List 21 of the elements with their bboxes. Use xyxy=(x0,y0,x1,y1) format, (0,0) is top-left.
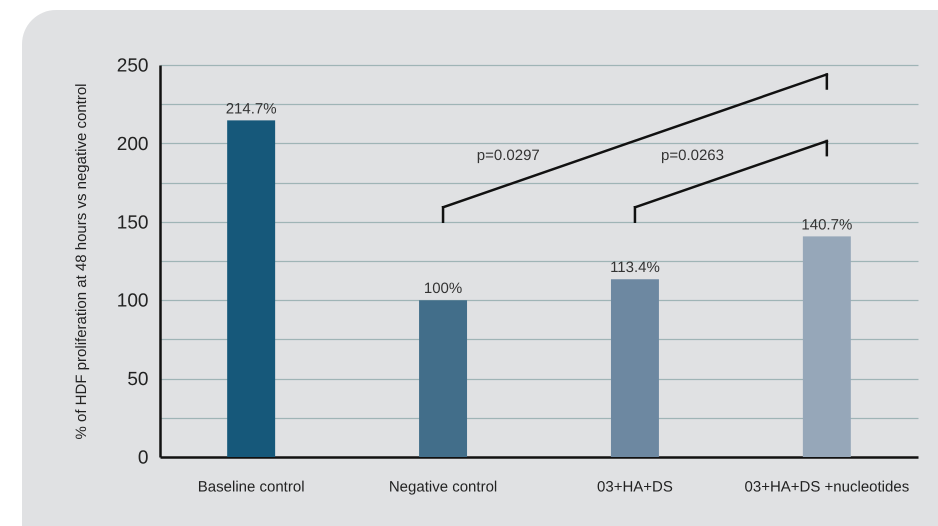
x-tick-label: 03+HA+DS +nucleotides xyxy=(744,478,910,496)
data-label: 214.7% xyxy=(226,100,277,118)
bar xyxy=(227,120,276,457)
x-tick-label: Baseline control xyxy=(198,478,305,496)
y-tick-label: 0 xyxy=(138,448,148,468)
annotation: p=0.0263 xyxy=(661,146,724,164)
bar xyxy=(802,236,851,457)
bar xyxy=(610,279,659,457)
x-tick-label: Negative control xyxy=(388,478,498,496)
y-tick-label: 150 xyxy=(116,212,148,234)
data-label: 100% xyxy=(424,280,462,298)
y-tick-label: 50 xyxy=(127,369,148,390)
data-label: 113.4% xyxy=(610,259,660,276)
y-tick-label: 100 xyxy=(116,290,148,312)
y-axis-title: % of HDF proliferation at 48 hours vs negative control xyxy=(72,83,90,440)
annotation: p=0.0297 xyxy=(476,146,540,164)
y-tick-label: 250 xyxy=(116,56,148,76)
x-tick-label: 03+HA+DS xyxy=(597,478,673,496)
y-tick-label: 200 xyxy=(116,134,148,155)
data-label: 140.7% xyxy=(801,216,852,234)
bar xyxy=(419,300,468,457)
